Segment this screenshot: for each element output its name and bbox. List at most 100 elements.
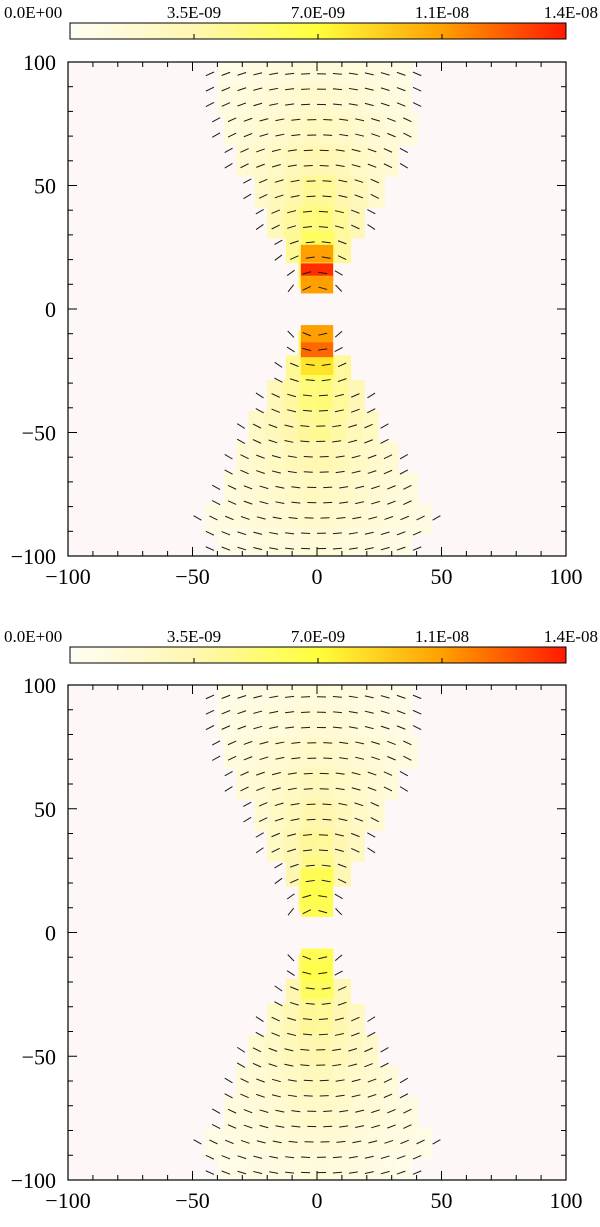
heat-cell	[298, 676, 315, 706]
heat-cell	[366, 442, 383, 473]
polarization-vector	[323, 120, 332, 121]
heat-cell	[313, 1035, 330, 1066]
heat-cell-peak	[301, 868, 333, 886]
heat-cell	[240, 114, 257, 145]
heat-cell-peak	[301, 981, 333, 999]
heat-cell	[382, 1066, 399, 1097]
x-tick-label: −50	[175, 1188, 209, 1213]
colorbar-label: 0.0E+00	[4, 627, 62, 646]
heat-cell	[236, 1066, 253, 1097]
plot-area	[68, 53, 566, 559]
polarization-vector	[323, 135, 332, 136]
polarization-vector	[319, 1034, 328, 1035]
heat-cell	[379, 676, 396, 706]
heat-cell	[272, 1096, 289, 1127]
heat-cell	[282, 84, 299, 115]
polarization-vector	[323, 758, 332, 759]
heat-cell	[329, 1035, 346, 1066]
heat-cell	[272, 473, 289, 504]
heat-cell	[321, 1096, 338, 1127]
heat-cell	[217, 84, 234, 115]
heat-cell	[369, 738, 386, 769]
heat-cell	[363, 676, 380, 706]
heat-cell	[379, 1153, 396, 1183]
heat-cell	[333, 442, 350, 473]
heat-cell	[217, 707, 234, 738]
heat-cell	[298, 84, 315, 115]
y-tick-label: −100	[11, 544, 56, 569]
polarization-vector	[319, 850, 328, 851]
polarization-vector	[323, 1111, 332, 1112]
heat-cell	[224, 473, 241, 504]
colorbar-label: 7.0E-09	[291, 627, 345, 646]
y-tick-label: 50	[34, 174, 56, 199]
polarization-vector	[319, 410, 328, 411]
heat-cell	[382, 769, 399, 800]
heat-cell	[349, 145, 366, 176]
heat-cell	[395, 529, 412, 559]
heat-cell	[266, 84, 283, 115]
colorbar-label: 0.0E+00	[4, 3, 62, 22]
heat-cell	[331, 676, 348, 706]
y-tick-label: 0	[45, 297, 56, 322]
heat-cell-peak	[301, 245, 333, 263]
y-tick-label: 0	[45, 921, 56, 946]
heat-cell	[240, 738, 257, 769]
colorbar-label: 1.1E-08	[415, 627, 469, 646]
colorbar-label: 1.4E-08	[544, 627, 598, 646]
heat-cell	[298, 707, 315, 738]
heat-cell	[331, 53, 348, 83]
y-tick-label: 50	[34, 797, 56, 822]
heat-cell	[368, 799, 385, 830]
polarization-vector	[323, 743, 332, 744]
heat-cell	[288, 114, 305, 145]
heat-cell	[366, 769, 383, 800]
heat-cell	[395, 53, 412, 83]
heat-cell	[217, 676, 234, 706]
heat-cell	[288, 473, 305, 504]
heat-cell	[385, 738, 402, 769]
x-tick-label: 50	[431, 1188, 453, 1213]
heat-cell	[250, 676, 267, 706]
heat-cell	[252, 442, 269, 473]
heat-cell	[349, 769, 366, 800]
heat-cell	[402, 114, 419, 145]
heat-cell	[282, 53, 299, 83]
heat-cell	[234, 707, 251, 738]
heat-cell	[315, 84, 332, 115]
heat-cell	[382, 145, 399, 176]
y-tick-label: 100	[23, 673, 56, 698]
heat-cell	[236, 442, 253, 473]
x-tick-label: 50	[431, 564, 453, 589]
heat-cell	[317, 1066, 334, 1097]
heat-cell	[368, 176, 385, 207]
colorbar-label: 1.1E-08	[415, 3, 469, 22]
heat-cell	[363, 53, 380, 83]
polarization-vector	[322, 181, 331, 182]
heat-cell	[362, 1035, 379, 1066]
y-tick-label: −50	[22, 421, 56, 446]
polarization-vector	[319, 395, 328, 396]
heat-cell	[268, 442, 285, 473]
y-tick-label: −50	[22, 1044, 56, 1069]
heat-cell	[369, 114, 386, 145]
heat-cell	[321, 473, 338, 504]
heat-cell	[256, 1096, 273, 1127]
heat-cell	[298, 53, 315, 83]
heat-cell	[250, 707, 267, 738]
heat-cell	[252, 1066, 269, 1097]
heat-cell	[234, 84, 251, 115]
heat-cell	[288, 1096, 305, 1127]
heat-cell	[234, 676, 251, 706]
heat-cell	[266, 53, 283, 83]
heat-cell	[240, 1096, 257, 1127]
heat-cell	[285, 442, 302, 473]
heat-cell	[352, 176, 369, 207]
heat-cell	[313, 411, 330, 442]
heat-cell	[305, 473, 322, 504]
heat-cell	[348, 380, 365, 411]
heat-cell	[282, 707, 299, 738]
heat-cell	[347, 676, 364, 706]
